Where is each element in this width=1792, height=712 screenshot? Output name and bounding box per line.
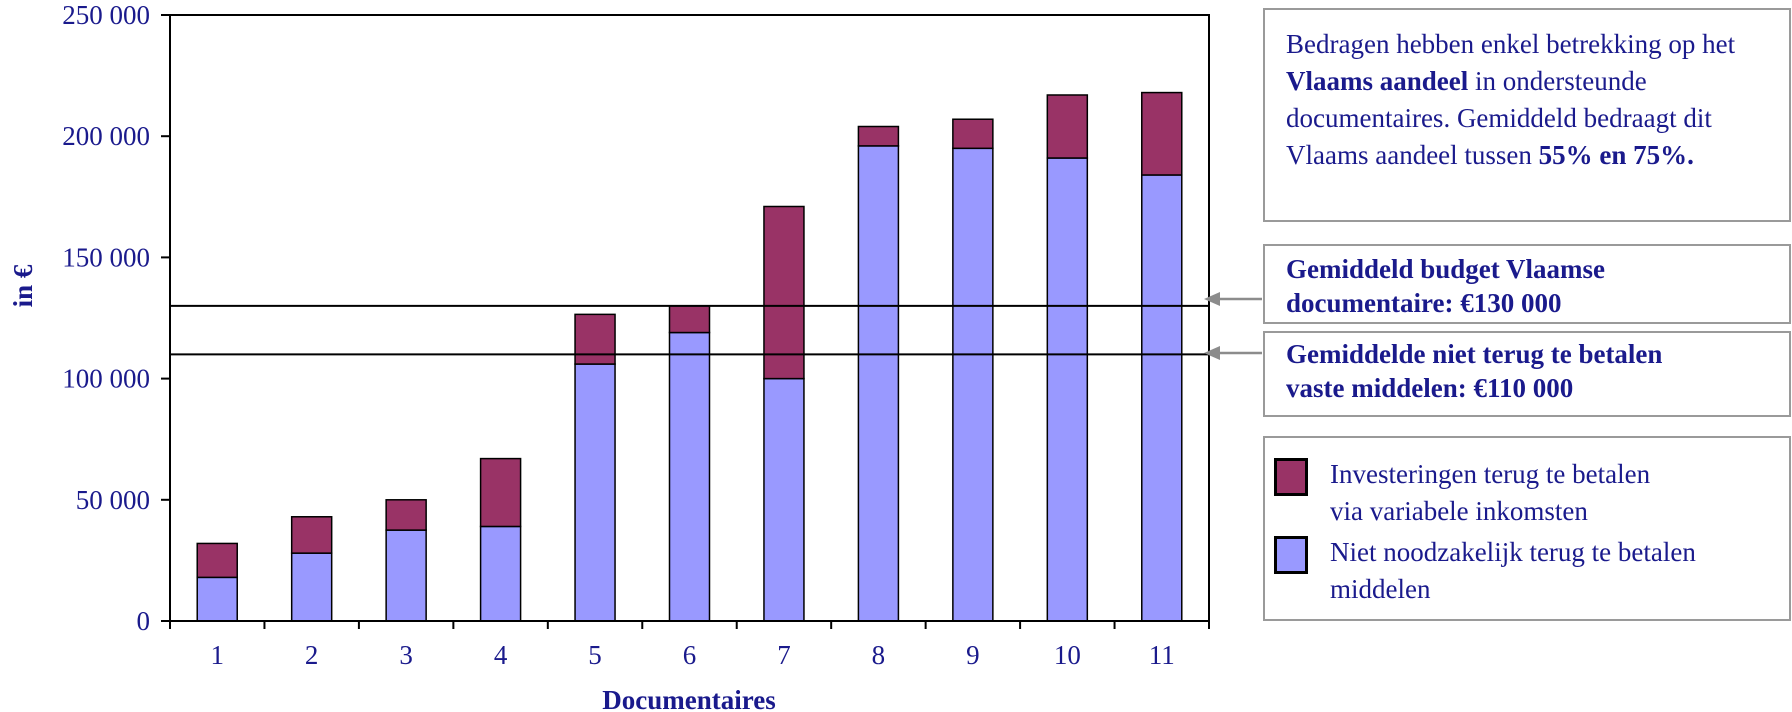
note-bold-2: 55% en 75%. [1538,140,1694,170]
bar-investeringen [196,542,238,579]
x-tick-label: 7 [777,640,791,670]
y-tick-label: 50 000 [76,485,150,515]
y-axis-ticks: 0 50 000 100 000 150 000 200 000 250 000 [62,0,170,636]
reference-label-fixed-means-line2: vaste middelen: €110 000 [1286,373,1574,403]
y-tick-label: 200 000 [62,121,150,151]
bar-niet-noodzakelijk [857,145,900,622]
arrow-fixed-means-icon [1204,346,1262,360]
bar-niet-noodzakelijk [574,363,616,622]
bar-niet-noodzakelijk [290,552,333,622]
legend-label-niet-noodzakelijk-line2: middelen [1330,574,1431,604]
x-tick-label: 9 [966,640,980,670]
reference-label-fixed-means-line1: Gemiddelde niet terug te betalen [1286,339,1663,369]
bar-investeringen [857,125,900,147]
bars [196,91,1183,622]
bar-niet-noodzakelijk [668,331,711,622]
bar-investeringen [1141,91,1183,176]
legend-swatch-investeringen [1274,458,1308,496]
bar-investeringen [668,305,711,334]
bar-investeringen [952,118,994,150]
x-axis-ticks: 1 2 3 4 5 6 7 8 9 10 11 [169,621,1210,670]
reference-label-fixed-means: Gemiddelde niet terug te betalen vaste m… [1263,331,1791,417]
bar-niet-noodzakelijk [1141,174,1183,622]
bar-niet-noodzakelijk [479,525,522,622]
note-text-1: Bedragen hebben enkel betrekking op het [1286,29,1736,59]
arrow-budget-icon [1204,292,1262,306]
bar-investeringen [290,516,333,554]
x-tick-label: 6 [683,640,697,670]
bar-niet-noodzakelijk [763,377,805,622]
reference-label-budget-line1: Gemiddeld budget Vlaamse [1286,254,1606,284]
bar-niet-noodzakelijk [1046,157,1089,622]
y-tick-label: 0 [137,606,151,636]
bar-niet-noodzakelijk [196,576,238,622]
legend-label-niet-noodzakelijk-line1: Niet noodzakelijk terug te betalen [1330,537,1696,567]
bar-investeringen [385,499,427,531]
note-bold-1: Vlaams aandeel [1286,66,1469,96]
y-axis-label: in € [8,264,38,307]
x-tick-label: 11 [1149,640,1175,670]
stacked-bar-chart: 0 50 000 100 000 150 000 200 000 250 000 1 2 3 4… [8,0,1210,712]
note-text-2: in ondersteunde documentaires. Gemiddeld… [1286,66,1712,170]
legend-label-investeringen-line2: via variabele inkomsten [1330,496,1588,526]
x-tick-label: 1 [210,640,224,670]
x-tick-label: 2 [305,640,319,670]
x-tick-label: 10 [1054,640,1081,670]
x-tick-label: 3 [399,640,413,670]
bar-investeringen [479,457,522,528]
x-axis-label: Documentaires [602,685,775,712]
y-tick-label: 150 000 [62,242,150,272]
legend: Investeringen terug te betalen via varia… [1263,436,1791,621]
note-box: Bedragen hebben enkel betrekking op het … [1263,8,1791,222]
plot-frame [169,14,1210,622]
y-tick-label: 250 000 [62,0,150,30]
bar-investeringen [1046,94,1089,159]
reference-lines [170,304,1209,356]
x-tick-label: 8 [872,640,886,670]
x-tick-label: 4 [494,640,508,670]
bar-niet-noodzakelijk [952,147,994,622]
reference-label-budget: Gemiddeld budget Vlaamse documentaire: €… [1263,244,1791,324]
legend-item-niet-noodzakelijk: Niet noodzakelijk terug te betalen midde… [1271,534,1787,608]
legend-label-investeringen-line1: Investeringen terug te betalen [1330,459,1651,489]
x-tick-label: 5 [588,640,602,670]
y-tick-label: 100 000 [62,364,150,394]
reference-label-budget-line2: documentaire: €130 000 [1286,288,1562,318]
bar-investeringen [763,205,805,380]
bar-niet-noodzakelijk [385,529,427,622]
legend-item-investeringen: Investeringen terug te betalen via varia… [1271,456,1787,530]
legend-swatch-niet-noodzakelijk [1274,536,1308,574]
bar-investeringen [574,313,616,365]
